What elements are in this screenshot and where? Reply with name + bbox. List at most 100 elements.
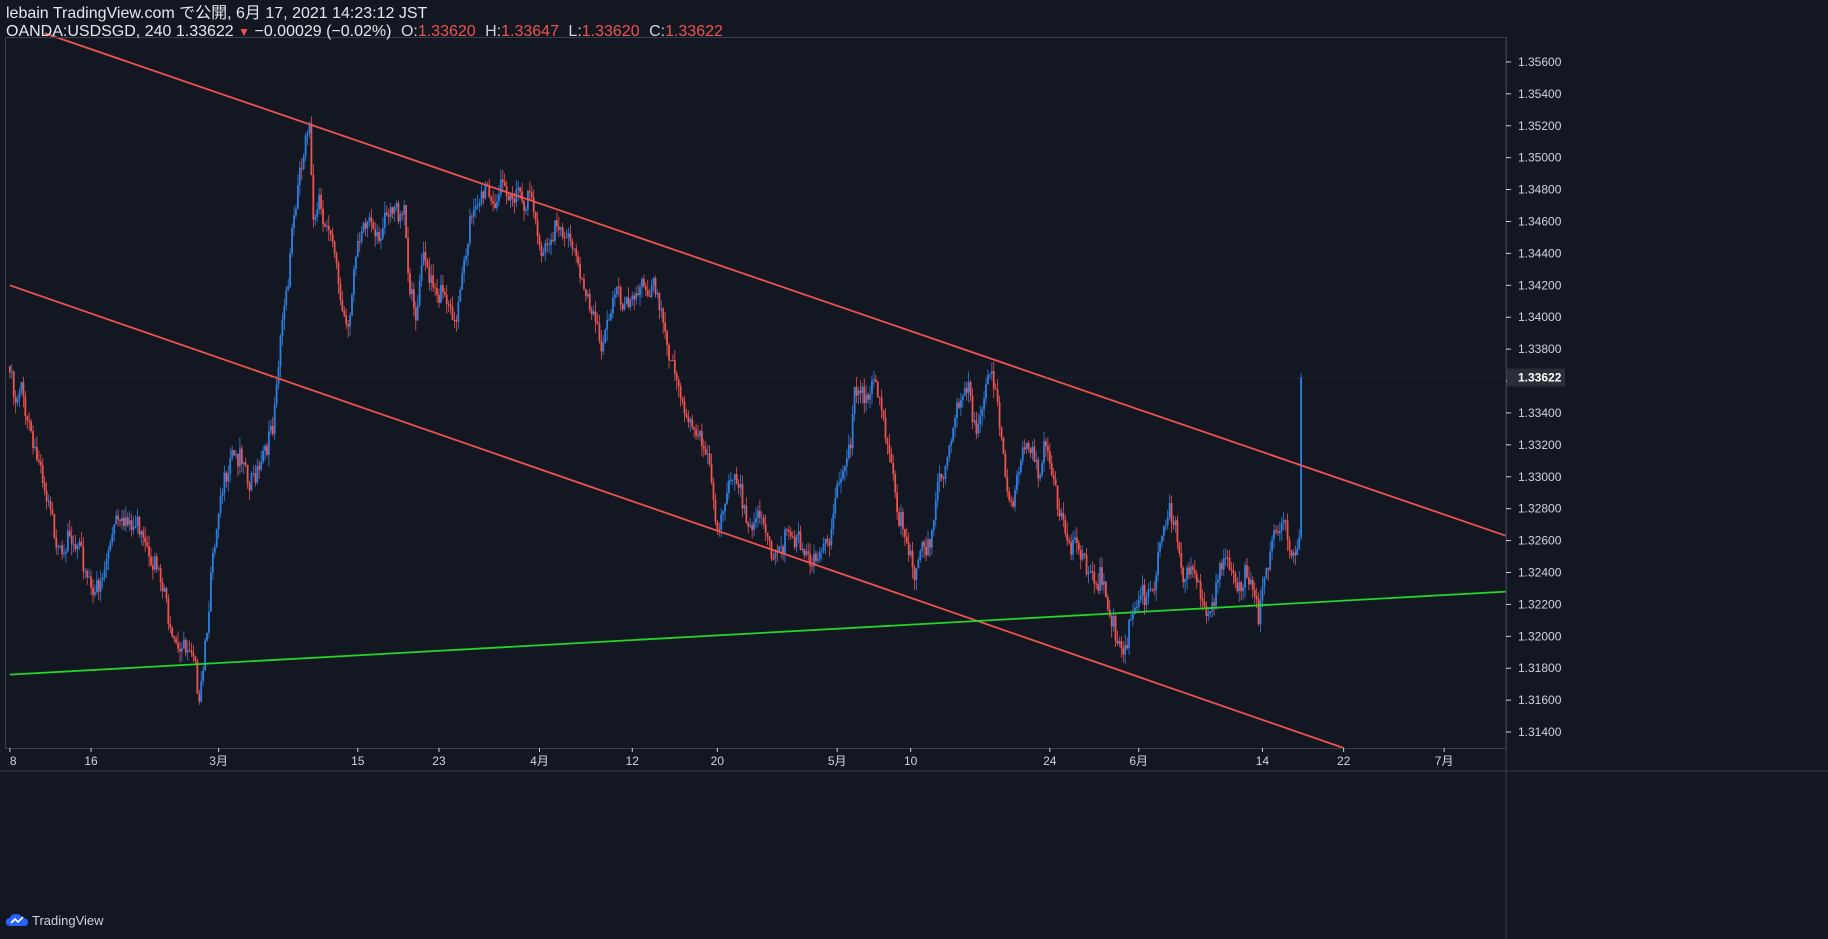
candle-body [1133, 607, 1136, 615]
candle-body [844, 466, 846, 471]
candle-body [644, 286, 647, 291]
candle-body [592, 311, 595, 315]
candle-body [1139, 595, 1142, 600]
trendline[interactable] [44, 32, 1507, 537]
candle-body [1275, 530, 1277, 532]
candle-body [281, 319, 284, 337]
candle-body [511, 193, 514, 200]
candle-body [368, 217, 371, 222]
candle-body [1087, 572, 1090, 575]
candle-body [855, 386, 858, 396]
candle-body [194, 656, 197, 662]
candle-body [1263, 577, 1266, 587]
candle-body [354, 256, 357, 269]
candle-body [8, 365, 11, 373]
tradingview-logo[interactable]: TradingView [6, 910, 104, 930]
candle-body [206, 632, 208, 641]
candle-body [907, 542, 910, 556]
candle-body [101, 577, 104, 581]
candle-body [271, 425, 274, 435]
candle-body [51, 509, 54, 514]
y-tick-label: 1.32400 [1518, 565, 1562, 579]
x-tick-label: 6月 [1129, 754, 1148, 768]
candle-body [1058, 509, 1061, 517]
candle-body [1269, 551, 1272, 570]
candle-body [285, 289, 288, 306]
candle-body [349, 315, 351, 327]
candle-body [1043, 441, 1045, 464]
candle-body [1072, 539, 1074, 555]
candle-body [155, 556, 158, 570]
candle-body [786, 529, 788, 531]
candle-body [424, 252, 427, 261]
candle-body [774, 551, 777, 559]
candle-body [1045, 441, 1047, 447]
candle-body [124, 517, 127, 526]
candle-body [306, 133, 309, 136]
candle-body [896, 492, 899, 513]
candle-body [103, 570, 106, 578]
candle-body [830, 529, 833, 546]
x-tick-label: 20 [711, 754, 725, 768]
candle-body [838, 482, 841, 485]
trendline[interactable] [9, 590, 1507, 676]
candle-body [1246, 565, 1248, 578]
candle-body [857, 390, 860, 396]
candle-body [341, 300, 344, 311]
x-tick-label: 10 [904, 754, 918, 768]
candle-body [755, 518, 757, 523]
candle-body [459, 289, 462, 302]
candle-body [710, 464, 713, 483]
tradingview-cloud-icon [6, 914, 28, 926]
candle-body [488, 186, 491, 197]
candle-body [735, 473, 738, 485]
candle-body [1257, 599, 1260, 625]
candle-body [92, 587, 94, 595]
candle-body [55, 537, 58, 548]
candle-body [364, 223, 367, 229]
candle-body [615, 286, 618, 295]
candle-body [1159, 542, 1161, 552]
candle-body [1054, 478, 1057, 486]
candle-body [994, 388, 997, 390]
candle-body [453, 319, 456, 321]
candle-body [1168, 503, 1171, 518]
candle-body [260, 461, 263, 470]
candle-body [1104, 581, 1107, 598]
candle-body [295, 208, 297, 216]
candle-body [1000, 427, 1003, 438]
candle-body [1079, 549, 1082, 560]
candle-body [934, 500, 937, 521]
candle-body [1033, 446, 1036, 462]
candle-body [1052, 475, 1055, 479]
trendline[interactable] [9, 284, 1344, 749]
candle-body [186, 650, 189, 653]
candle-body [871, 380, 873, 395]
candle-body [438, 295, 440, 303]
candle-body [165, 588, 168, 599]
candle-body [445, 294, 448, 305]
candle-body [397, 203, 400, 222]
candle-body [492, 201, 495, 204]
candle-body [925, 546, 928, 556]
candle-body [1132, 614, 1134, 620]
candle-body [142, 531, 145, 538]
candle-body [867, 394, 870, 400]
candle-body [65, 551, 67, 554]
candle-body [123, 517, 125, 526]
symbol-name[interactable]: OANDA:USDSGD, 240 [6, 23, 172, 40]
candle-body [1114, 616, 1117, 641]
candle-body [538, 236, 541, 246]
candle-body [134, 525, 137, 528]
candle-body [1224, 557, 1227, 559]
candle-body [20, 382, 23, 392]
candle-body [642, 278, 645, 287]
candle-body [1292, 552, 1295, 556]
candle-body [196, 661, 199, 694]
candle-body [45, 490, 48, 502]
candle-body [718, 529, 721, 531]
candle-body [329, 230, 332, 235]
candle-body [519, 187, 522, 192]
candle-body [608, 319, 610, 321]
